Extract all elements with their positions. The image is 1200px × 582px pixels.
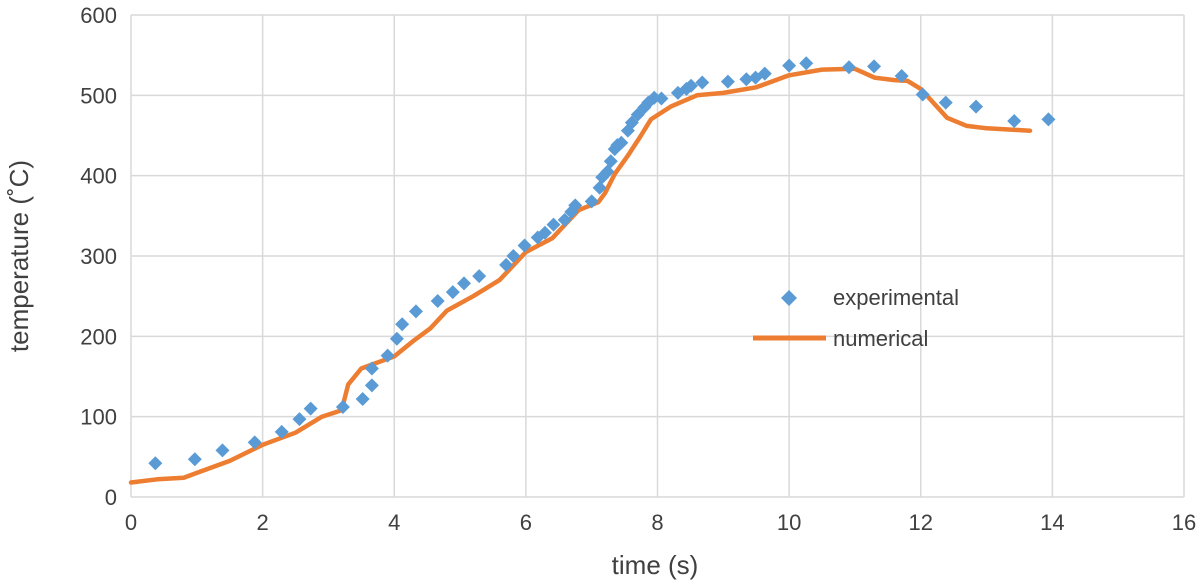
data-point-experimental	[506, 249, 521, 263]
data-point-experimental	[499, 257, 514, 272]
legend-label-numerical: numerical	[833, 326, 928, 351]
data-point-experimental	[969, 99, 984, 114]
legend-marker-experimental	[781, 290, 797, 306]
y-axis-title: temperature (˚C)	[4, 160, 34, 352]
data-point-experimental	[1041, 112, 1056, 127]
data-point-experimental	[215, 443, 230, 458]
data-point-experimental	[1007, 114, 1022, 129]
data-point-experimental	[684, 78, 699, 93]
data-point-experimental	[739, 72, 754, 87]
y-tick-label: 300	[80, 244, 117, 269]
data-point-experimental	[695, 75, 710, 90]
data-point-experimental	[292, 412, 307, 427]
axis-ticks: 0 100 200 300 400 500 600 0 2 4 6 8 10 12 14 16	[80, 3, 1196, 535]
data-point-experimental	[395, 317, 410, 332]
data-point-experimental	[584, 194, 599, 209]
data-point-experimental	[457, 276, 472, 291]
data-point-experimental	[247, 435, 262, 450]
data-point-experimental	[842, 60, 857, 75]
data-point-experimental	[915, 87, 930, 102]
data-point-experimental	[274, 424, 289, 439]
y-tick-label: 500	[80, 83, 117, 108]
data-point-experimental	[557, 212, 572, 227]
legend: experimental numerical	[753, 285, 959, 351]
data-point-experimental	[335, 400, 350, 415]
data-point-experimental	[546, 217, 561, 232]
data-point-experimental	[938, 95, 953, 110]
data-point-experimental	[799, 56, 814, 71]
series-line-numerical	[128, 66, 1033, 485]
x-tick-label: 12	[909, 510, 933, 535]
data-point-experimental	[654, 91, 669, 106]
grid	[130, 14, 1185, 498]
x-tick-label: 10	[777, 510, 801, 535]
data-point-experimental	[303, 401, 318, 416]
data-point-experimental	[364, 378, 379, 393]
data-point-experimental	[148, 456, 163, 471]
data-point-experimental	[408, 304, 423, 319]
data-point-experimental	[430, 293, 445, 308]
data-point-experimental	[757, 66, 772, 81]
data-point-experimental	[592, 180, 607, 195]
y-tick-label: 400	[80, 164, 117, 189]
x-tick-label: 16	[1172, 510, 1196, 535]
data-point-experimental	[894, 69, 909, 84]
y-tick-label: 0	[105, 485, 117, 510]
data-point-experimental	[389, 331, 404, 346]
x-tick-label: 14	[1040, 510, 1064, 535]
data-point-experimental	[603, 154, 618, 169]
y-tick-label: 600	[80, 3, 117, 28]
data-point-experimental	[517, 238, 532, 253]
y-tick-label: 200	[80, 324, 117, 349]
x-tick-label: 4	[388, 510, 400, 535]
series	[128, 56, 1056, 485]
data-point-experimental	[355, 391, 370, 406]
data-point-experimental	[782, 58, 797, 73]
x-axis-title: time (s)	[612, 550, 699, 580]
data-point-experimental	[537, 225, 552, 240]
x-tick-label: 8	[651, 510, 663, 535]
data-point-experimental	[568, 198, 583, 213]
data-point-experimental	[380, 348, 395, 363]
data-point-experimental	[600, 164, 615, 179]
data-point-experimental	[867, 59, 882, 74]
data-point-experimental	[364, 361, 379, 376]
data-point-experimental	[445, 285, 460, 300]
legend-label-experimental: experimental	[833, 285, 959, 310]
data-point-experimental	[720, 74, 735, 89]
x-tick-label: 0	[125, 510, 137, 535]
x-tick-label: 6	[520, 510, 532, 535]
y-tick-label: 100	[80, 405, 117, 430]
data-point-experimental	[187, 452, 202, 467]
data-point-experimental	[614, 135, 629, 150]
x-tick-label: 2	[257, 510, 269, 535]
data-point-experimental	[472, 269, 487, 284]
